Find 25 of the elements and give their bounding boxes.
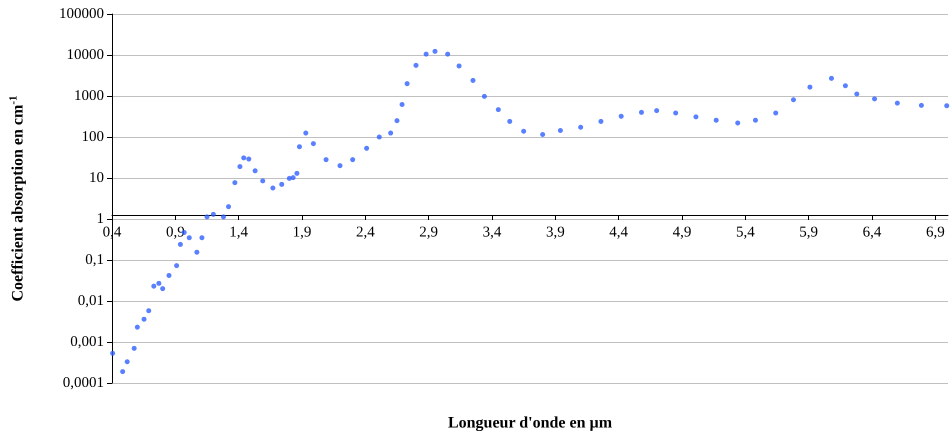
x-tick-label: 3,4 <box>482 224 502 240</box>
y-tick-label: 1000 <box>74 88 104 104</box>
y-tick-label: 10 <box>89 170 104 186</box>
x-tick-label: 5,4 <box>736 224 756 240</box>
y-tick-label: 1 <box>96 211 104 227</box>
x-tick-label: 1,9 <box>292 224 312 240</box>
y-tick-label: 0,1 <box>85 252 104 268</box>
y-tick-label: 0,001 <box>70 334 104 350</box>
y-tick-label: 100000 <box>59 6 104 22</box>
x-tick-label: 1,4 <box>229 224 249 240</box>
x-tick-label: 2,4 <box>356 224 376 240</box>
y-tick-label: 100 <box>82 129 104 145</box>
y-tick-label: 0,0001 <box>62 375 104 391</box>
y-tick-label: 10000 <box>66 47 104 63</box>
x-tick-label: 0,9 <box>166 224 185 240</box>
x-tick-label: 3,9 <box>546 224 565 240</box>
y-axis-title: Coefficient absorption en cm-1 <box>8 95 26 302</box>
y-tick-label: 0,01 <box>78 293 104 309</box>
x-tick-label: 2,9 <box>419 224 438 240</box>
x-tick-label: 6,9 <box>926 224 945 240</box>
x-axis-title: Longueur d'onde en µm <box>448 414 613 432</box>
x-tick-label: 4,4 <box>609 224 629 240</box>
x-tick-label: 6,4 <box>862 224 882 240</box>
x-tick-label: 5,9 <box>799 224 818 240</box>
x-tick-label: 4,9 <box>672 224 692 240</box>
